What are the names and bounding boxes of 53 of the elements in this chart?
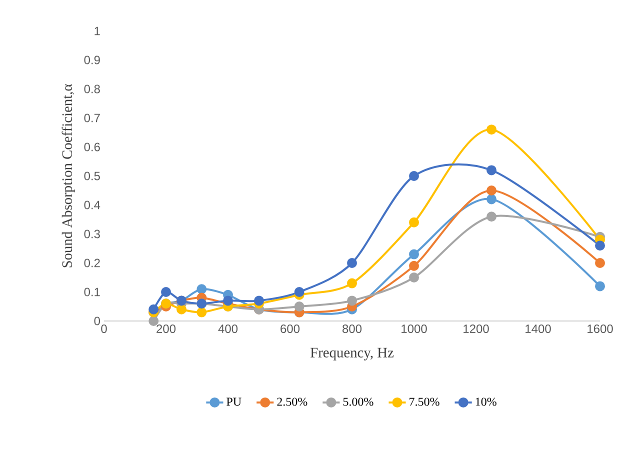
x-tick-label: 1600 <box>588 324 613 334</box>
y-tick-label: 0.6 <box>84 142 100 152</box>
x-tick-label: 1200 <box>464 324 489 334</box>
legend-label: 7.50% <box>410 398 440 406</box>
point <box>409 217 420 228</box>
y-axis-title: Sound Absorption Coefficient,α <box>62 84 75 268</box>
point <box>176 304 187 314</box>
point <box>148 316 159 326</box>
point <box>595 240 606 251</box>
legend-label: 2.50% <box>277 398 308 406</box>
x-tick-label: 400 <box>218 324 238 334</box>
y-tick-label: 0.9 <box>84 56 100 64</box>
point <box>161 287 172 297</box>
point <box>294 302 304 312</box>
point <box>486 212 497 222</box>
x-tick-label: 1400 <box>526 324 551 334</box>
y-tick-label: 1 <box>94 26 100 36</box>
y-tick-label: 0.7 <box>84 114 100 122</box>
point <box>148 304 159 314</box>
point <box>409 249 420 260</box>
point <box>347 258 357 268</box>
y-tick-label: 0.5 <box>84 172 100 180</box>
point <box>409 170 420 181</box>
legend-label: 10% <box>476 398 496 406</box>
point <box>486 165 497 176</box>
point <box>595 258 606 268</box>
x-tick-label: 1000 <box>402 324 427 334</box>
legend-label: 5.00% <box>343 398 374 406</box>
point <box>294 287 304 297</box>
point <box>486 194 497 204</box>
point <box>347 296 357 306</box>
x-tick-label: 600 <box>280 324 300 334</box>
point <box>254 296 264 306</box>
y-tick-label: 0.3 <box>84 230 100 238</box>
y-tick-label: 0 <box>94 316 100 326</box>
legend-label: PU <box>226 398 242 406</box>
point <box>595 281 606 292</box>
y-tick-label: 0.2 <box>84 258 100 268</box>
point <box>196 307 207 318</box>
x-axis-title: Frequency, Hz <box>310 348 394 360</box>
point <box>486 186 497 196</box>
x-tick-label: 200 <box>156 324 176 334</box>
x-tick-label: 800 <box>342 324 362 334</box>
y-tick-label: 0.8 <box>84 84 100 94</box>
point <box>409 260 420 271</box>
point <box>409 272 420 282</box>
point <box>196 284 207 294</box>
x-tick-label: 0 <box>101 324 107 334</box>
point <box>223 296 234 306</box>
point <box>347 278 357 288</box>
y-tick-label: 0.1 <box>84 288 100 296</box>
point <box>486 124 497 135</box>
y-tick-label: 0.4 <box>84 200 100 210</box>
